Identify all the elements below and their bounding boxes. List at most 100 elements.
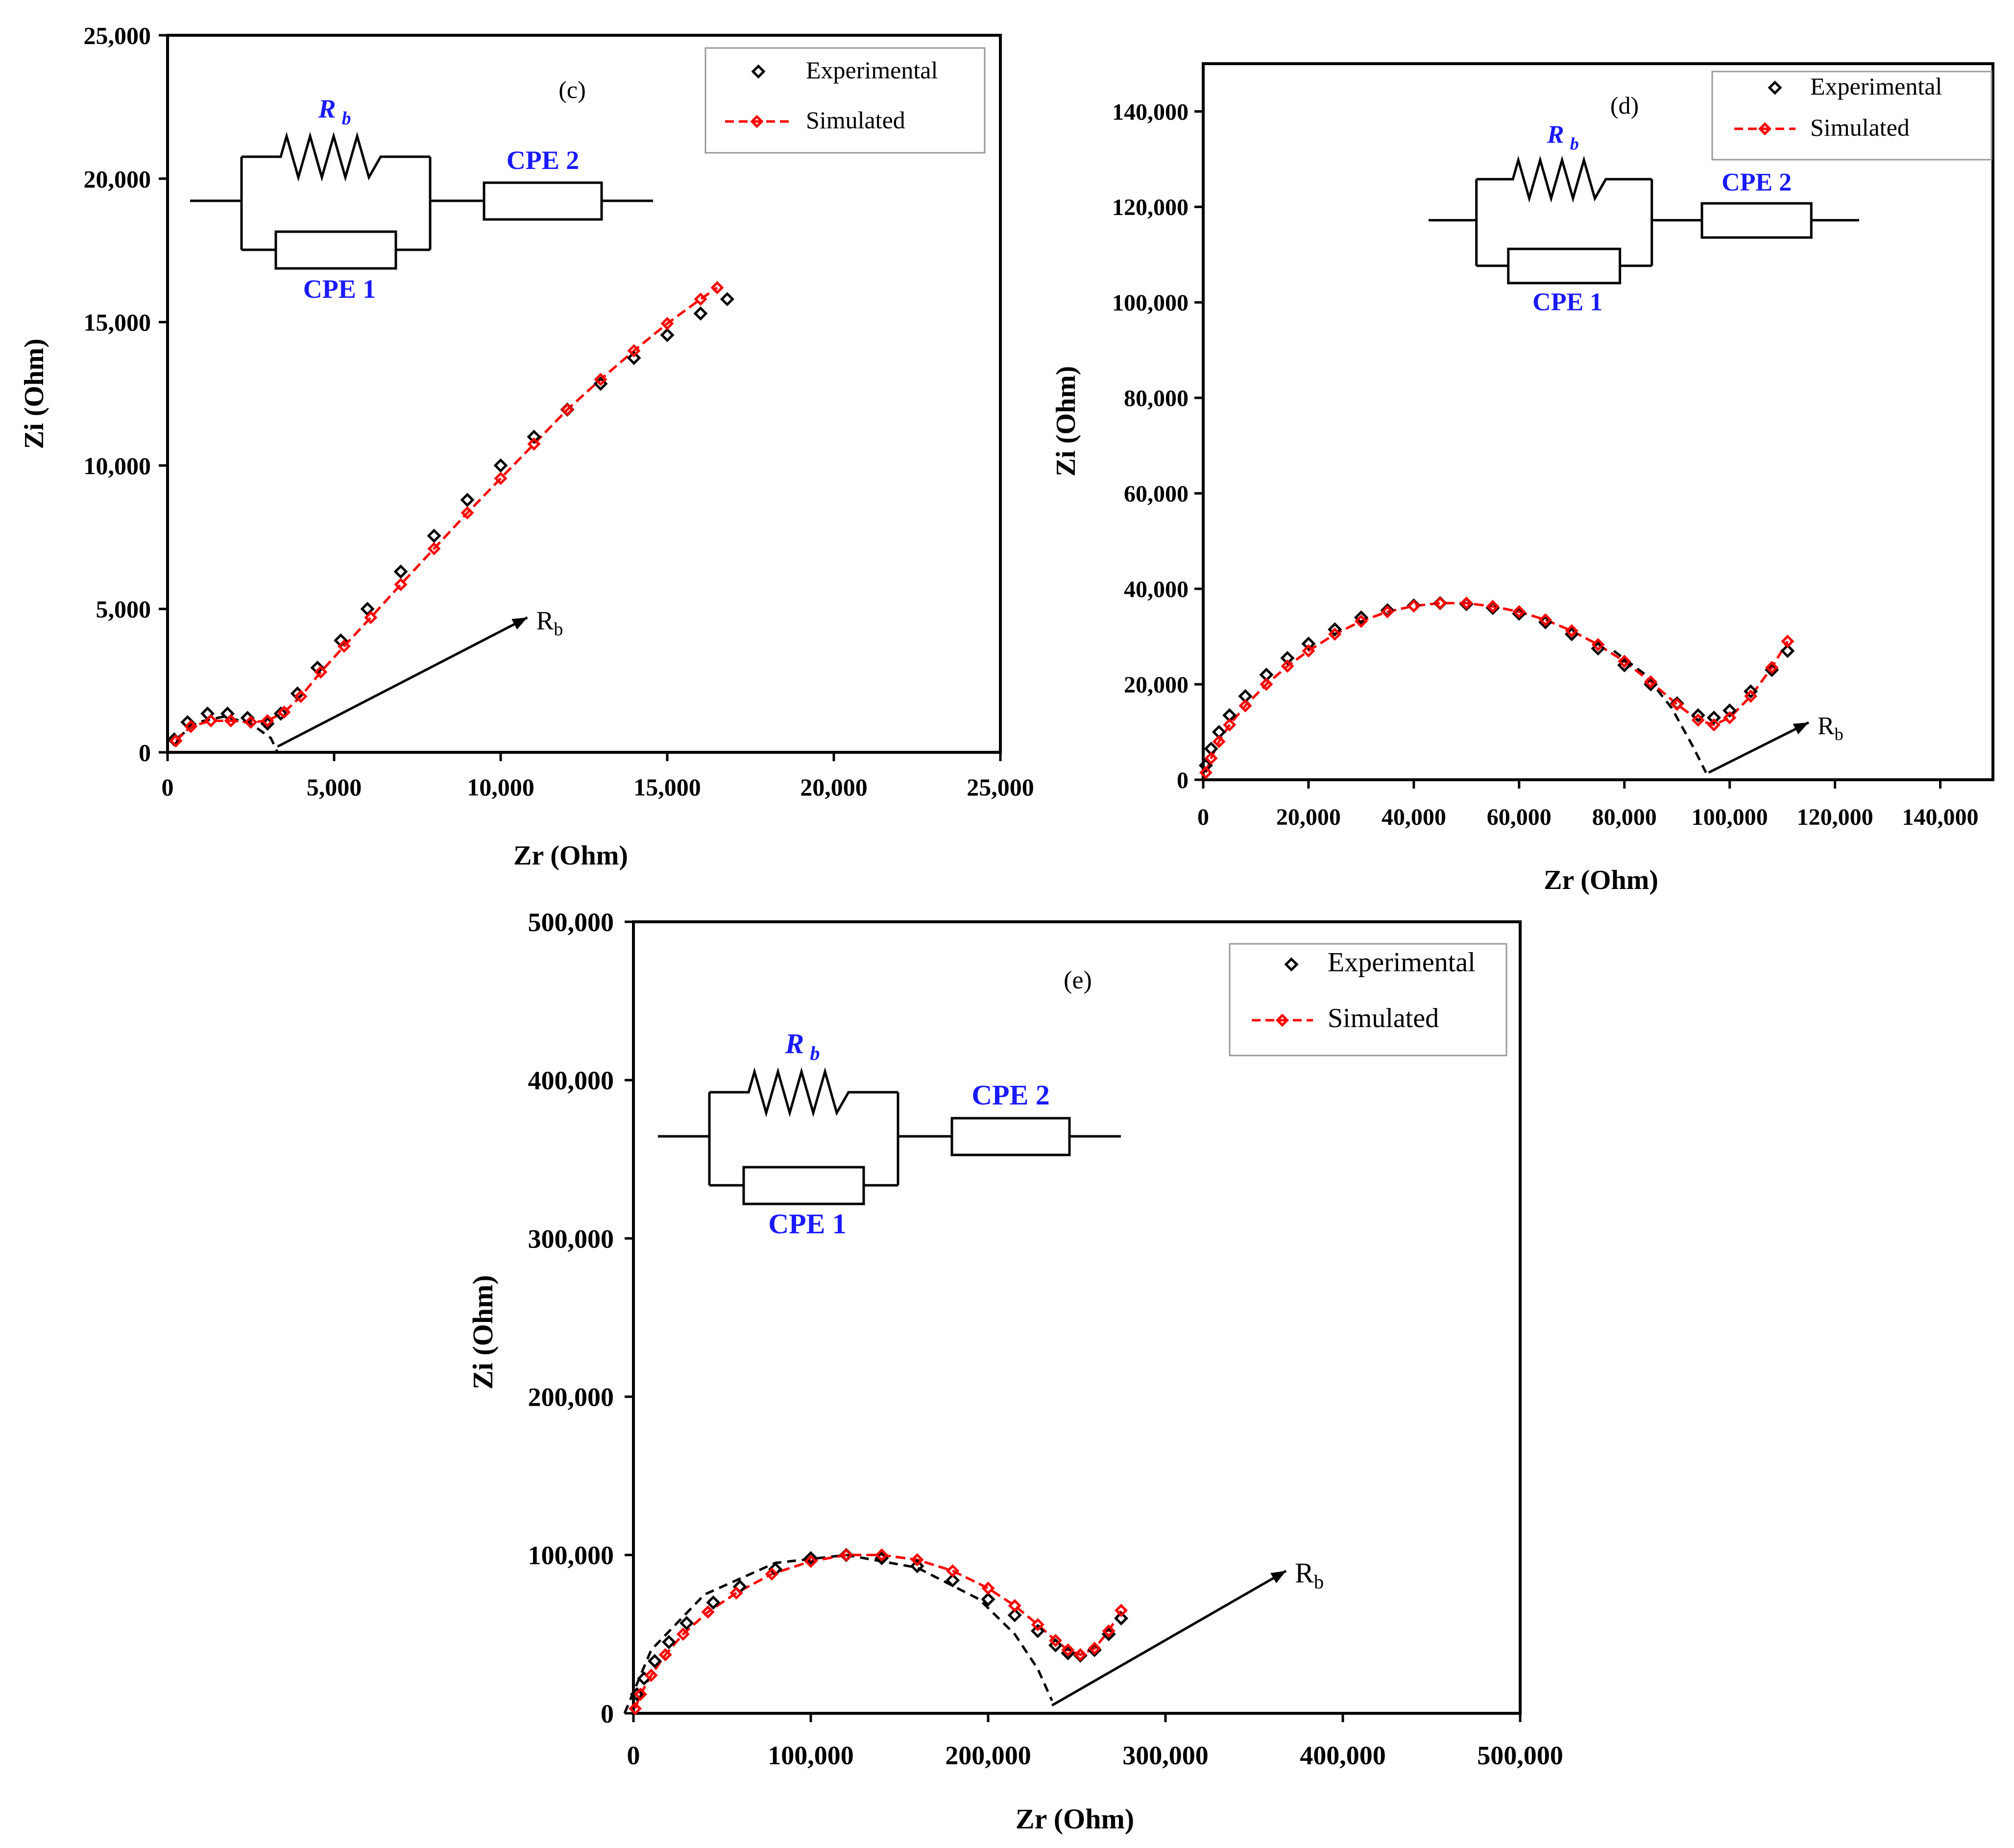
x-tick-label: 500,000 <box>1477 1741 1563 1770</box>
simulated-point <box>1723 711 1737 724</box>
experimental-point <box>1706 710 1721 725</box>
simulated-point <box>694 292 707 306</box>
legend-experimental-marker <box>1284 957 1299 972</box>
experimental-point <box>460 493 475 507</box>
x-tick-label: 0 <box>162 773 174 801</box>
y-tick-label: 400,000 <box>528 1066 614 1095</box>
simulated-point <box>1031 1618 1044 1632</box>
cpe1-element <box>1507 247 1622 285</box>
cpe2-element <box>950 1117 1071 1156</box>
simulated-point <box>644 1668 658 1682</box>
simulated-point <box>1088 1641 1101 1656</box>
experimental-point <box>273 706 288 721</box>
x-axis-title: Zr (Ohm) <box>1016 1803 1134 1835</box>
legend-box <box>1229 943 1507 1056</box>
legend-experimental-label: Experimental <box>1810 72 1942 100</box>
legend-simulated-label: Simulated <box>1328 1003 1439 1033</box>
rb-annotation-label: Rb <box>536 606 563 640</box>
y-tick-label: 140,000 <box>1112 99 1189 125</box>
simulated-point <box>765 1567 778 1581</box>
experimental-point <box>493 458 508 473</box>
simulated-point <box>1354 614 1368 628</box>
x-tick-label: 120,000 <box>1797 804 1873 830</box>
experimental-point <box>803 1551 818 1565</box>
experimental-point <box>720 292 734 307</box>
simulated-point <box>184 720 198 733</box>
simulated-point <box>946 1564 960 1578</box>
cpe1-label: CPE 1 <box>303 274 376 304</box>
experimental-point <box>661 1635 676 1650</box>
x-tick-label: 15,000 <box>633 773 701 801</box>
x-tick-label: 20,000 <box>1276 804 1341 830</box>
simulated-point <box>1102 1624 1116 1638</box>
simulated-point <box>261 714 274 728</box>
simulated-point <box>710 281 724 294</box>
experimental-point <box>946 1573 960 1588</box>
simulated-point <box>1302 644 1315 658</box>
cpe1-label: CPE 1 <box>1532 288 1602 316</box>
y-tick-label: 20,000 <box>1124 672 1189 698</box>
cpe1-element <box>274 230 397 270</box>
y-tick-label: 25,000 <box>84 22 151 49</box>
simulated-point <box>676 1627 690 1641</box>
cpe1-label: CPE 1 <box>768 1208 847 1240</box>
simulated-point <box>364 611 378 624</box>
simulated-point <box>1049 1633 1063 1647</box>
rb-arrow-head <box>511 617 528 630</box>
legend-simulated-label: Simulated <box>1810 114 1910 141</box>
legend: Experimental Simulated <box>704 47 986 154</box>
simulated-point <box>981 1582 995 1595</box>
simulated-point <box>701 1605 715 1619</box>
x-axis-title: Zr (Ohm) <box>513 840 628 871</box>
simulated-point <box>224 714 238 728</box>
cpe2-label: CPE 2 <box>1722 168 1792 196</box>
simulated-point <box>244 715 258 729</box>
simulated-point <box>1238 699 1252 713</box>
x-tick-label: 140,000 <box>1902 804 1979 830</box>
y-tick-label: 60,000 <box>1124 481 1189 507</box>
simulated-point <box>1281 659 1294 673</box>
experimental-point <box>1328 622 1342 637</box>
experimental-point <box>527 430 541 444</box>
plot-frame <box>632 920 1522 1715</box>
simulated-point <box>294 690 308 703</box>
experimental-point <box>693 306 708 321</box>
simulated-point <box>1591 638 1605 651</box>
experimental-point <box>1780 644 1795 658</box>
experimental-point <box>427 528 441 543</box>
legend: Experimental Simulated <box>1711 71 1992 161</box>
legend-simulated-marker <box>1758 122 1772 136</box>
y-tick-label: 300,000 <box>528 1224 614 1253</box>
y-tick-label: 80,000 <box>1124 385 1189 411</box>
legend-box <box>1711 71 1992 161</box>
resistor-rb <box>709 1067 898 1118</box>
y-tick-label: 120,000 <box>1112 194 1189 220</box>
legend-experimental-label: Experimental <box>1328 947 1476 978</box>
rb-arrow-head <box>1793 722 1809 735</box>
cpe2-label: CPE 2 <box>507 145 580 175</box>
experimental-point <box>1198 758 1213 773</box>
simulated-point <box>1223 718 1237 732</box>
simulated-point <box>875 1548 889 1562</box>
simulated-point <box>1486 600 1500 613</box>
simulated-point <box>394 577 408 591</box>
experimental-point <box>679 1616 694 1631</box>
simulated-point <box>660 316 674 331</box>
rb-arrow-line <box>277 616 528 748</box>
panel-label: (d) <box>1610 92 1639 119</box>
y-tick-label: 20,000 <box>84 165 151 192</box>
x-tick-label: 20,000 <box>800 773 868 801</box>
simulated-point <box>1407 599 1421 613</box>
legend-box <box>704 47 986 154</box>
x-tick-label: 100,000 <box>1692 804 1768 830</box>
simulated-point <box>169 734 183 748</box>
simulated-point <box>1565 624 1578 638</box>
simulated-point <box>633 1687 648 1701</box>
experimental-point <box>1007 1608 1022 1623</box>
rb-annotation-label: Rb <box>1818 712 1844 744</box>
experimental-point <box>647 1654 662 1668</box>
y-axis-title: Zi (Ohm) <box>19 338 49 449</box>
